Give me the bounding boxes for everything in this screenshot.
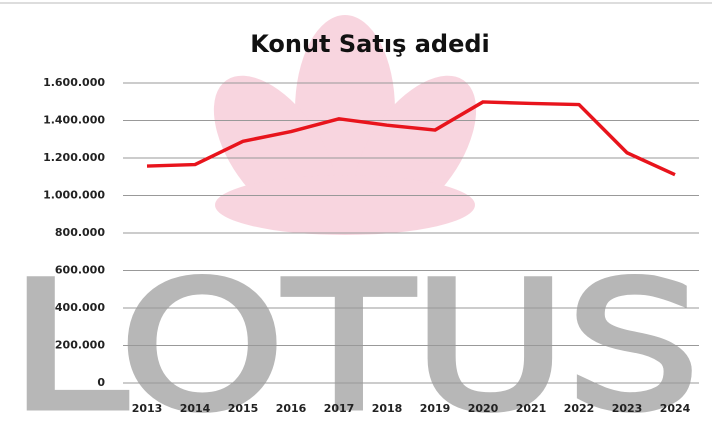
y-tick-label: 200.000: [55, 339, 105, 352]
x-tick-label: 2020: [468, 402, 499, 415]
y-tick-label: 1.400.000: [43, 114, 105, 127]
y-tick-label: 0: [97, 376, 105, 389]
chart-title: Konut Satış adedi: [250, 30, 490, 58]
x-tick-label: 2016: [276, 402, 307, 415]
x-tick-label: 2024: [660, 402, 691, 415]
watermark: LOTUS: [10, 251, 700, 430]
y-tick-label: 1.600.000: [43, 76, 105, 89]
x-tick-label: 2017: [324, 402, 355, 415]
x-tick-label: 2021: [516, 402, 547, 415]
x-tick-label: 2018: [372, 402, 403, 415]
line-series: [146, 100, 676, 177]
y-tick-label: 600.000: [55, 264, 105, 277]
x-tick-label: 2019: [420, 402, 451, 415]
x-tick-label: 2022: [564, 402, 595, 415]
y-tick-label: 1.200.000: [43, 151, 105, 164]
y-tick-label: 800.000: [55, 226, 105, 239]
x-tick-label: 2023: [612, 402, 643, 415]
x-tick-label: 2014: [180, 402, 211, 415]
x-tick-label: 2015: [228, 402, 259, 415]
x-tick-label: 2013: [132, 402, 163, 415]
y-tick-label: 400.000: [55, 301, 105, 314]
y-tick-label: 1.000.000: [43, 189, 105, 202]
